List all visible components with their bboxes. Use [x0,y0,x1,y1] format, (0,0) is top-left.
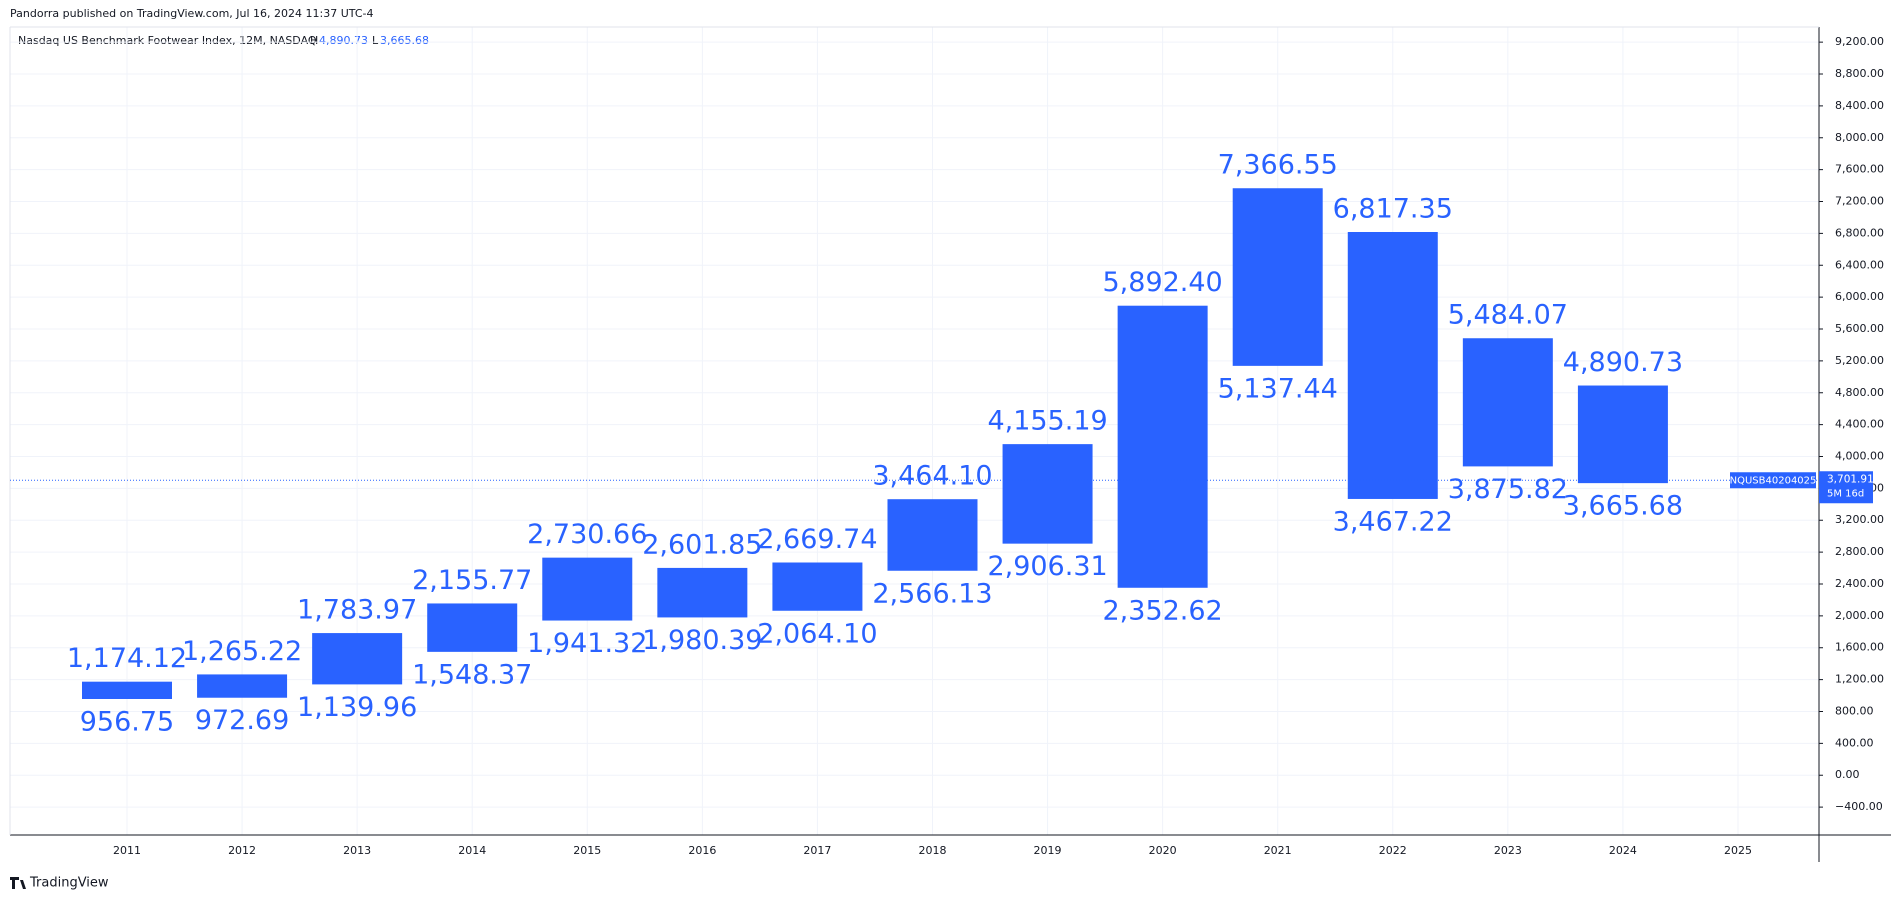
x-tick-label: 2017 [803,844,831,857]
y-tick-label: 5,600.00 [1835,322,1884,335]
x-tick-label: 2013 [343,844,371,857]
high-label: 2,155.77 [412,565,532,596]
high-prefix: H [310,34,318,47]
high-label: 2,669.74 [757,524,877,555]
low-prefix: L [372,34,379,47]
high-label: 2,730.66 [527,519,647,550]
y-tick-label: 3,200.00 [1835,513,1884,526]
y-tick-label: 5,200.00 [1835,354,1884,367]
y-tick-label: 0.00 [1835,768,1860,781]
bar [772,562,863,611]
price-label: 3,701.91 [1827,473,1874,485]
x-tick-label: 2025 [1724,844,1752,857]
low-label: 2,352.62 [1103,595,1223,626]
x-tick-label: 2014 [458,844,486,857]
y-tick-label: −400.00 [1835,800,1883,813]
high-label: 1,265.22 [182,636,302,667]
y-tick-label: 6,800.00 [1835,226,1884,239]
bar [1117,305,1208,588]
y-tick-label: 2,400.00 [1835,577,1884,590]
y-tick-label: 6,000.00 [1835,290,1884,303]
low-label: 3,467.22 [1333,506,1453,537]
x-tick-label: 2015 [573,844,601,857]
low-label: 972.69 [195,705,289,736]
low-label: 3,665.68 [1563,491,1683,522]
high-label: 2,601.85 [642,529,762,560]
low-value: 3,665.68 [380,34,429,47]
symbol-label: NQUSB40204025 [1730,475,1817,486]
y-tick-label: 1,200.00 [1835,673,1884,686]
bar [1002,444,1093,544]
low-label: 2,906.31 [987,551,1107,582]
x-tick-label: 2011 [113,844,141,857]
high-label: 1,783.97 [297,595,417,626]
bar [1462,338,1553,467]
x-tick-label: 2020 [1149,844,1177,857]
y-tick-label: 8,800.00 [1835,67,1884,80]
low-label: 1,941.32 [527,628,647,659]
x-tick-label: 2024 [1609,844,1637,857]
low-label: 5,137.44 [1218,373,1338,404]
bar [657,567,748,618]
bar [542,557,633,621]
high-value: 4,890.73 [319,34,368,47]
high-label: 7,366.55 [1218,150,1338,181]
bar [887,499,978,571]
publisher: Pandorra published on TradingView.com, J… [10,7,374,20]
bar [1232,188,1323,366]
high-label: 4,890.73 [1563,347,1683,378]
y-tick-label: 2,000.00 [1835,609,1884,622]
y-tick-label: 4,400.00 [1835,418,1884,431]
x-tick-label: 2023 [1494,844,1522,857]
high-label: 4,155.19 [987,406,1107,437]
y-tick-label: 4,000.00 [1835,449,1884,462]
bar [427,603,518,652]
low-label: 1,548.37 [412,659,532,690]
bar [312,633,403,685]
bar [1347,232,1438,499]
high-label: 6,817.35 [1333,194,1453,225]
logo [10,877,26,889]
price-box [1819,471,1873,504]
y-tick-label: 9,200.00 [1835,35,1884,48]
countdown-label: 5M 16d [1827,488,1864,499]
y-tick-label: 2,800.00 [1835,545,1884,558]
bar [1577,385,1668,484]
y-tick-label: 800.00 [1835,704,1874,717]
y-tick-label: 400.00 [1835,736,1874,749]
high-label: 5,892.40 [1103,267,1223,298]
y-tick-label: 8,400.00 [1835,99,1884,112]
x-tick-label: 2022 [1379,844,1407,857]
low-label: 3,875.82 [1448,474,1568,505]
y-tick-label: 7,200.00 [1835,195,1884,208]
y-tick-label: 4,800.00 [1835,386,1884,399]
low-label: 1,980.39 [642,625,762,656]
x-tick-label: 2019 [1034,844,1062,857]
y-tick-label: 8,000.00 [1835,131,1884,144]
low-label: 2,566.13 [872,578,992,609]
y-tick-label: 1,600.00 [1835,641,1884,654]
x-tick-label: 2018 [918,844,946,857]
high-label: 1,174.12 [67,643,187,674]
symbol-box [1730,472,1816,489]
x-tick-label: 2012 [228,844,256,857]
y-tick-label: 6,400.00 [1835,258,1884,271]
footer: TradingView [29,876,109,891]
chart-title: Nasdaq US Benchmark Footwear Index, 12M,… [18,34,317,47]
y-tick-label: 7,600.00 [1835,163,1884,176]
bar [197,674,288,698]
low-label: 956.75 [80,706,174,737]
low-label: 2,064.10 [757,618,877,649]
low-label: 1,139.96 [297,692,417,723]
high-label: 5,484.07 [1448,300,1568,331]
x-tick-label: 2021 [1264,844,1292,857]
bar [82,681,172,699]
x-tick-label: 2016 [688,844,716,857]
high-label: 3,464.10 [872,461,992,492]
